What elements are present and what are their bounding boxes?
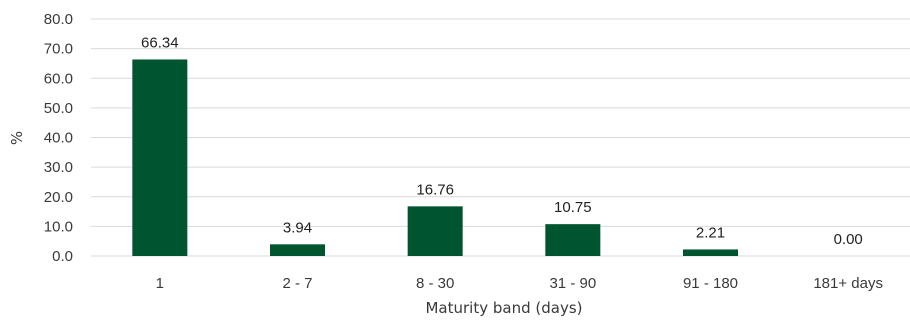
gridlines — [91, 18, 910, 257]
data-label: 10.75 — [554, 199, 592, 216]
bars — [132, 59, 738, 257]
data-label: 66.34 — [141, 34, 179, 51]
y-tick-label: 60.0 — [44, 70, 73, 87]
data-label: 0.00 — [834, 231, 863, 248]
y-tick-label: 70.0 — [44, 41, 73, 58]
y-tick-label: 30.0 — [44, 159, 73, 176]
x-tick-label: 91 - 180 — [683, 275, 738, 292]
bar — [132, 59, 188, 257]
y-axis-ticks: 0.0 10.0 20.0 30.0 40.0 50.0 60.0 70.0 80.0 — [44, 11, 73, 265]
x-tick-label: 31 - 90 — [549, 275, 596, 292]
y-tick-label: 50.0 — [44, 100, 73, 117]
data-labels: 66.34 3.94 16.76 10.75 2.21 0.00 — [141, 34, 863, 248]
x-tick-label: 2 - 7 — [282, 275, 312, 292]
y-axis-title: % — [8, 131, 26, 145]
y-tick-label: 80.0 — [44, 11, 73, 28]
x-tick-label: 8 - 30 — [416, 275, 454, 292]
data-label: 3.94 — [283, 219, 312, 236]
x-axis-title: Maturity band (days) — [425, 299, 582, 317]
y-tick-label: 40.0 — [44, 130, 73, 147]
bar — [683, 249, 738, 256]
x-tick-label: 1 — [156, 275, 164, 292]
y-tick-label: 0.0 — [52, 248, 73, 265]
x-axis-ticks: 1 2 - 7 8 - 30 31 - 90 91 - 180 181+ days — [156, 275, 883, 292]
x-tick-label: 181+ days — [813, 275, 883, 292]
y-tick-label: 20.0 — [44, 189, 73, 206]
bar — [545, 224, 601, 256]
data-label: 2.21 — [696, 224, 725, 241]
y-tick-label: 10.0 — [44, 218, 73, 235]
bar — [270, 244, 325, 256]
data-label: 16.76 — [416, 181, 454, 198]
bar — [407, 206, 463, 256]
